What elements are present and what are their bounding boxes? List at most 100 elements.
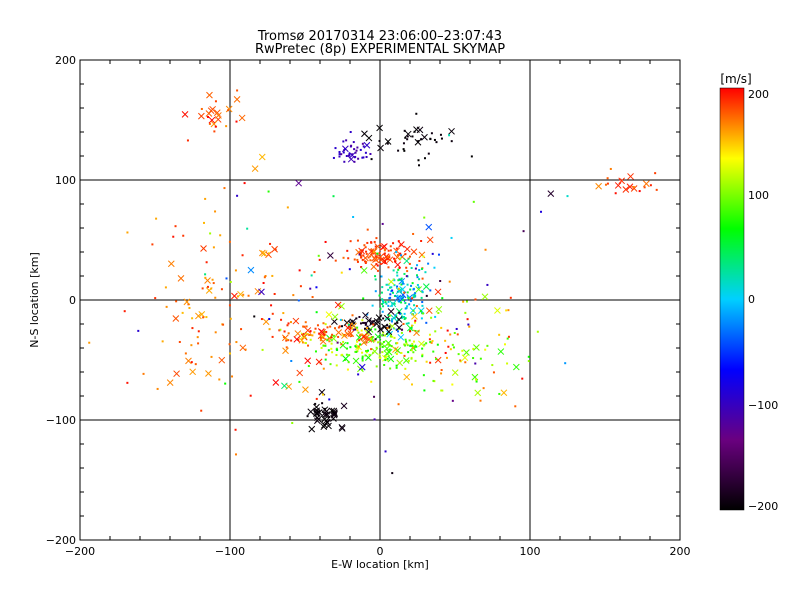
data-point-dot	[395, 352, 398, 355]
data-point-dot	[389, 249, 392, 252]
data-point-dot	[450, 236, 453, 239]
data-point-dot	[393, 302, 396, 305]
y-tick-label: 100	[55, 174, 76, 187]
data-point-dot	[401, 282, 404, 285]
data-point-dot	[464, 311, 467, 314]
data-point-dot	[326, 338, 329, 341]
data-point-dot	[391, 291, 394, 294]
data-point-dot	[364, 261, 367, 264]
data-point-dot	[397, 240, 400, 243]
data-point-dot	[280, 318, 283, 321]
data-point-cross	[397, 333, 405, 341]
data-point-dot	[329, 337, 332, 340]
data-point-dot	[309, 333, 312, 336]
data-point-dot	[372, 339, 375, 342]
data-point-dot	[566, 195, 569, 198]
data-point-dot	[270, 304, 273, 307]
data-point-dot	[394, 314, 397, 317]
data-point-dot	[421, 291, 424, 294]
data-point-dot	[405, 266, 408, 269]
data-point-cross	[347, 330, 355, 338]
data-point-dot	[283, 330, 286, 333]
data-point-dot	[263, 276, 266, 279]
data-point-dot	[357, 345, 360, 348]
data-point-cross	[295, 179, 303, 187]
data-point-dot	[286, 324, 289, 327]
data-point-dot	[356, 326, 359, 329]
data-point-cross	[393, 247, 400, 255]
data-point-dot	[310, 274, 313, 277]
data-point-dot	[322, 322, 325, 325]
data-point-dot	[411, 346, 414, 349]
data-point-dot	[364, 323, 367, 326]
data-point-dot	[337, 326, 340, 329]
data-point-cross	[183, 298, 191, 306]
colorbar-gradient	[719, 87, 745, 511]
data-point-cross	[411, 313, 418, 320]
data-point-dot	[357, 347, 360, 350]
data-point-dot	[236, 194, 239, 197]
data-point-dot	[402, 316, 405, 319]
data-point-cross	[451, 369, 459, 376]
data-point-dot	[429, 137, 432, 140]
data-point-dot	[389, 296, 392, 299]
data-point-cross	[402, 357, 410, 364]
data-point-dot	[334, 327, 337, 330]
data-point-cross	[209, 105, 216, 113]
data-point-dot	[349, 131, 352, 134]
data-point-dot	[416, 264, 419, 267]
data-point-cross	[237, 290, 244, 298]
data-point-cross	[381, 258, 388, 265]
data-point-dot	[324, 240, 327, 243]
data-point-dot	[374, 290, 377, 293]
data-point-dot	[356, 340, 359, 343]
data-point-dot	[379, 345, 382, 348]
data-point-dot	[459, 359, 462, 362]
data-point-dot	[404, 338, 407, 341]
data-point-dot	[309, 338, 312, 341]
data-point-dot	[435, 358, 438, 361]
data-point-dot	[381, 334, 384, 337]
y-tick-label: −100	[46, 414, 76, 427]
x-tick-labels: −200 −100 0 100 200	[65, 545, 691, 558]
data-point-dot	[404, 302, 407, 305]
data-point-dot	[327, 337, 330, 340]
data-point-dot	[440, 369, 443, 372]
data-point-dot	[360, 256, 363, 259]
data-point-dot	[371, 250, 374, 253]
data-point-cross	[251, 165, 259, 173]
data-point-dot	[394, 322, 397, 325]
data-point-dot	[229, 280, 232, 283]
data-point-dot	[632, 186, 635, 189]
data-point-dot	[356, 329, 359, 332]
data-point-cross	[181, 111, 189, 118]
data-point-dot	[527, 360, 530, 363]
data-point-dot	[205, 261, 208, 264]
data-point-cross	[385, 348, 393, 356]
data-point-dot	[413, 346, 416, 349]
data-point-dot	[204, 197, 207, 200]
data-point-cross	[426, 236, 434, 244]
data-point-dot	[307, 344, 310, 347]
data-point-dot	[345, 353, 348, 356]
data-point-dot	[361, 319, 364, 322]
data-point-dot	[376, 269, 379, 272]
data-point-dot	[219, 234, 222, 237]
data-point-dot	[387, 343, 390, 346]
data-point-cross	[313, 409, 320, 417]
data-point-dot	[370, 158, 373, 161]
data-point-dot	[396, 274, 399, 277]
chart-title: Tromsø 20170314 23:06:00–23:07:43	[257, 29, 502, 44]
data-point-dot	[202, 221, 205, 224]
data-point-dot	[398, 327, 401, 330]
data-point-dot	[342, 334, 345, 337]
data-point-dot	[369, 152, 372, 155]
data-point-dot	[361, 351, 364, 354]
data-point-dot	[406, 270, 409, 273]
data-point-dot	[397, 149, 400, 152]
data-point-cross	[331, 410, 338, 418]
data-point-dot	[423, 343, 426, 346]
data-point-dot	[390, 304, 393, 307]
data-point-dot	[182, 234, 185, 237]
